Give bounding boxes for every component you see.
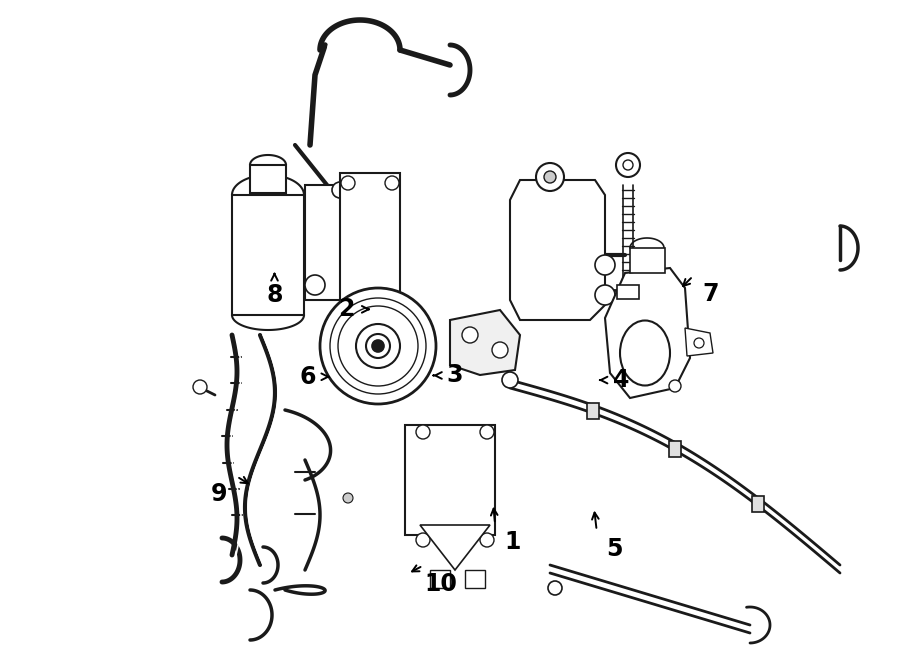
Bar (465, 570, 485, 588)
Circle shape (338, 306, 418, 386)
Bar (405, 425, 495, 535)
Circle shape (544, 171, 556, 183)
Circle shape (616, 153, 640, 177)
Bar (430, 570, 450, 588)
Polygon shape (685, 328, 713, 356)
Circle shape (480, 533, 494, 547)
Polygon shape (450, 310, 520, 375)
Bar (587, 403, 599, 419)
Circle shape (595, 285, 615, 305)
Circle shape (305, 275, 325, 295)
Circle shape (341, 303, 355, 317)
Circle shape (320, 288, 436, 404)
Circle shape (669, 380, 681, 392)
Text: 8: 8 (266, 284, 283, 307)
Polygon shape (605, 268, 690, 398)
Circle shape (416, 533, 430, 547)
Polygon shape (420, 525, 490, 570)
Circle shape (385, 176, 399, 190)
Circle shape (595, 255, 615, 275)
Bar (669, 440, 681, 457)
Circle shape (492, 342, 508, 358)
Bar (340, 173, 400, 318)
Text: 6: 6 (300, 365, 316, 389)
Circle shape (330, 298, 426, 394)
Circle shape (694, 338, 704, 348)
Circle shape (332, 182, 348, 198)
Bar (617, 285, 639, 299)
Circle shape (385, 303, 399, 317)
Circle shape (355, 275, 375, 295)
Text: 3: 3 (446, 364, 463, 387)
Bar (305, 185, 377, 300)
Circle shape (356, 324, 400, 368)
Circle shape (623, 160, 633, 170)
Bar (752, 496, 763, 512)
Circle shape (536, 163, 564, 191)
Text: 7: 7 (703, 282, 719, 306)
Ellipse shape (620, 321, 670, 385)
Text: 1: 1 (505, 530, 521, 554)
Circle shape (462, 327, 478, 343)
Circle shape (548, 581, 562, 595)
Circle shape (480, 425, 494, 439)
Circle shape (366, 334, 390, 358)
Polygon shape (510, 180, 605, 320)
Bar (250, 165, 286, 193)
Text: 5: 5 (607, 537, 623, 561)
Text: 9: 9 (211, 483, 227, 506)
Bar (375, 225, 393, 250)
Circle shape (341, 176, 355, 190)
Circle shape (416, 425, 430, 439)
Circle shape (372, 340, 384, 352)
Circle shape (502, 372, 518, 388)
Text: 10: 10 (425, 572, 457, 596)
Text: 4: 4 (613, 368, 629, 392)
Text: 2: 2 (338, 297, 355, 321)
Circle shape (343, 493, 353, 503)
Circle shape (193, 380, 207, 394)
Bar (630, 248, 665, 273)
Bar (232, 195, 304, 315)
